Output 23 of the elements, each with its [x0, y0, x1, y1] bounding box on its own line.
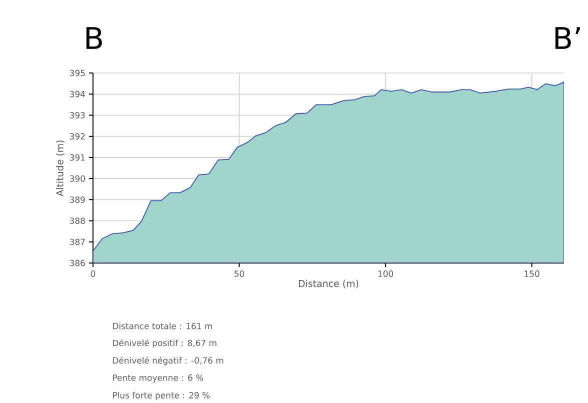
y-tick-label: 394: [70, 90, 85, 98]
text: Plus forte pente : 29 %: [113, 392, 210, 400]
text: Pente moyenne : 6 %: [113, 374, 204, 383]
text: B: [86, 27, 102, 49]
text: B’: [555, 27, 580, 49]
x-tick-label: 150: [524, 270, 540, 277]
y-tick-label: 386: [70, 260, 85, 266]
y-tick-label: 391: [70, 154, 85, 161]
y-tick-label: 392: [70, 133, 85, 140]
x-axis-title: Distance (m): [298, 280, 358, 288]
y-tick-label: 389: [70, 196, 85, 203]
y-tick-label: 390: [70, 175, 85, 182]
x-tick-label: 50: [234, 270, 244, 277]
y-tick-label: 388: [70, 218, 85, 224]
y-tick-label: 395: [70, 70, 85, 76]
text: Distance totale : 161 m: [113, 322, 212, 330]
text: Dénivelé positif : 8,67 m: [113, 339, 216, 348]
x-tick-label: 100: [378, 270, 394, 277]
y-tick-label: 393: [70, 112, 85, 118]
text: Dénivelé négatif : -0,76 m: [113, 356, 224, 366]
y-tick-label: 387: [70, 238, 85, 246]
x-tick-label: 0: [90, 270, 96, 277]
y-axis-title: Altitude (m): [56, 140, 64, 196]
